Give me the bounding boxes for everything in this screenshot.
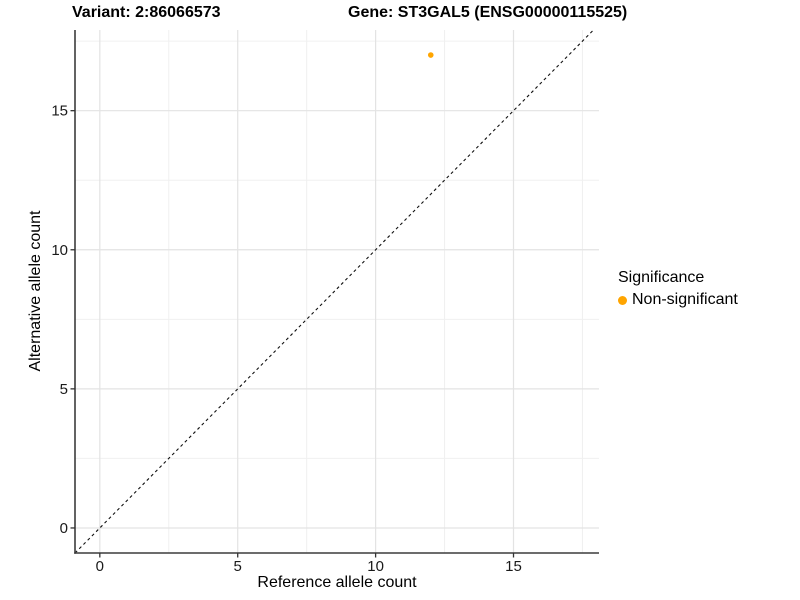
y-tick-label: 0	[60, 520, 68, 537]
legend-point-swatch	[618, 295, 627, 305]
x-tick-label: 15	[505, 558, 522, 575]
y-axis-title: Alternative allele count	[27, 210, 44, 372]
x-tick-label: 10	[367, 558, 384, 575]
x-axis-title: Reference allele count	[257, 574, 417, 591]
legend-title: Significance	[618, 269, 705, 286]
plot-title-variant: Variant: 2:86066573	[72, 4, 221, 21]
y-tick-label: 5	[60, 381, 68, 398]
legend-item: Non-significant	[618, 290, 738, 310]
y-tick-label: 15	[51, 103, 68, 120]
data-point	[427, 52, 434, 58]
y-tick-label: 10	[51, 242, 68, 259]
x-tick-label: 0	[96, 558, 104, 575]
plot-title-gene: Gene: ST3GAL5 (ENSG00000115525)	[348, 4, 628, 21]
identity-dashed-line	[74, 29, 594, 554]
legend: Significance Non-significant	[618, 268, 738, 310]
legend-item-label: Non-significant	[632, 291, 738, 308]
x-tick-label: 5	[234, 558, 242, 575]
